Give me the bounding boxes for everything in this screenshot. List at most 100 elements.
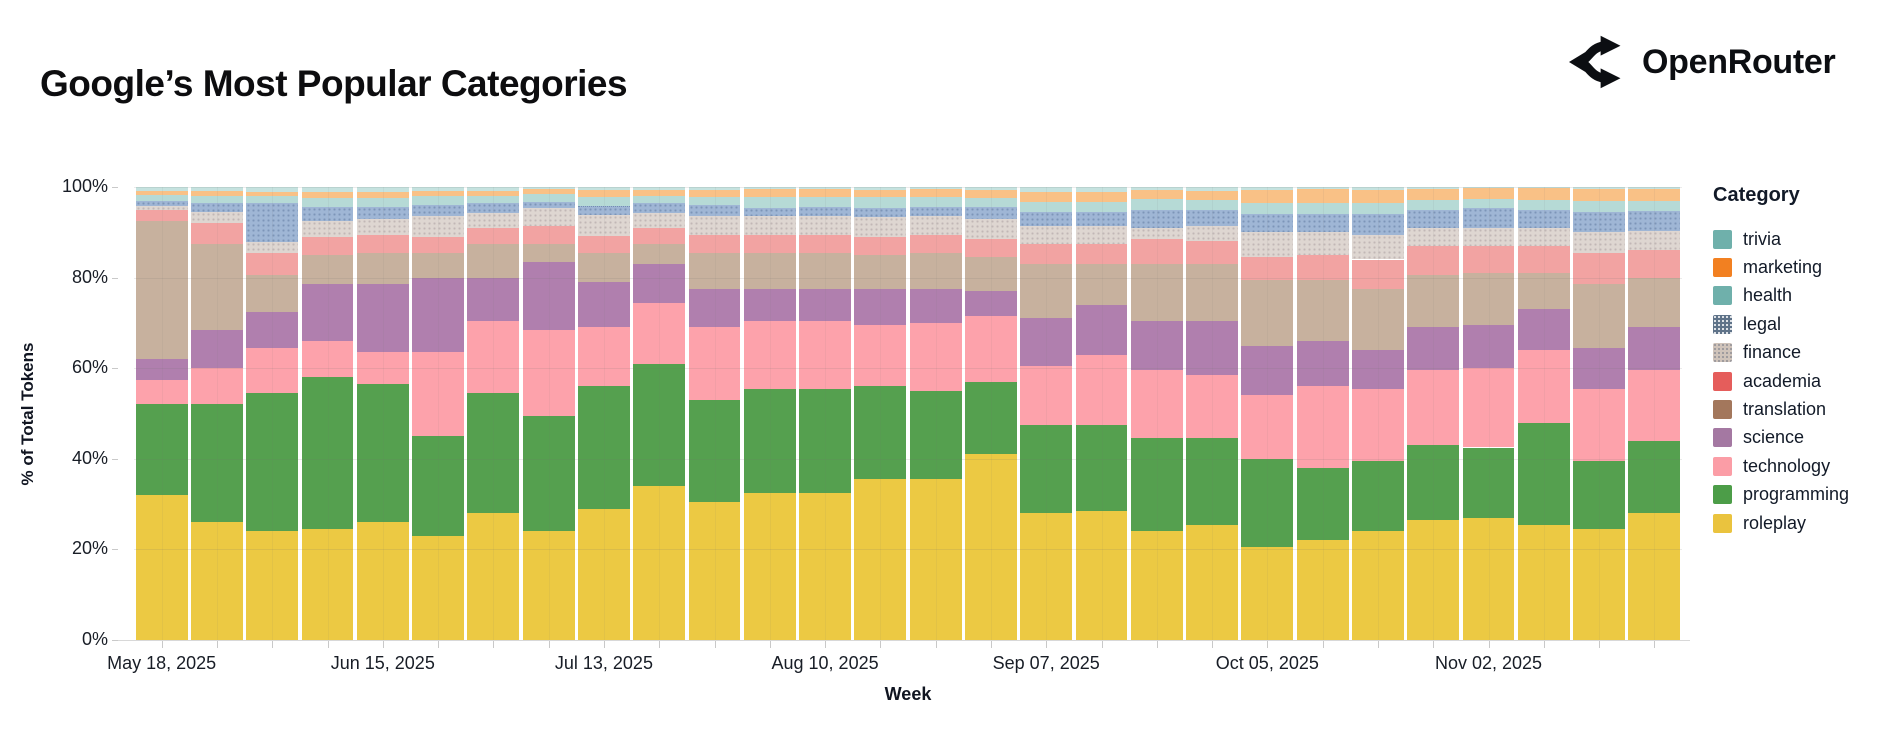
bar-segment-technology[interactable]: [1130, 370, 1183, 439]
bar-segment-science[interactable]: [1517, 309, 1570, 351]
bar-segment-translation[interactable]: [1462, 273, 1515, 326]
bar-segment-programming[interactable]: [1186, 438, 1238, 525]
bar-segment-trivia[interactable]: [246, 187, 299, 192]
bar-segment-programming[interactable]: [1517, 422, 1570, 525]
bar-segment-finance[interactable]: [1075, 224, 1128, 244]
bar-segment-health[interactable]: [577, 197, 630, 207]
bar-segment-marketing[interactable]: [743, 189, 796, 198]
bar-segment-technology[interactable]: [1075, 354, 1128, 425]
bar-segment-technology[interactable]: [246, 347, 299, 394]
legend-item-roleplay[interactable]: roleplay: [1713, 509, 1849, 537]
bar-segment-trivia[interactable]: [577, 187, 630, 191]
bar-segment-academia[interactable]: [301, 236, 354, 255]
bar-segment-finance[interactable]: [1186, 224, 1238, 242]
bar-segment-legal[interactable]: [577, 205, 630, 216]
bar-segment-roleplay[interactable]: [1241, 547, 1294, 640]
bar-segment-programming[interactable]: [135, 404, 188, 496]
bar-segment-marketing[interactable]: [1186, 190, 1238, 200]
bar-segment-academia[interactable]: [1628, 250, 1681, 278]
bar-segment-technology[interactable]: [1517, 350, 1570, 423]
bar-segment-academia[interactable]: [1351, 259, 1404, 289]
bar-segment-health[interactable]: [909, 196, 962, 208]
bar-segment-roleplay[interactable]: [1573, 529, 1625, 640]
bar-segment-trivia[interactable]: [190, 187, 243, 191]
bar-segment-translation[interactable]: [1020, 264, 1073, 319]
bar-segment-translation[interactable]: [1186, 264, 1238, 321]
bar-segment-marketing[interactable]: [135, 190, 188, 196]
legend-item-trivia[interactable]: trivia: [1713, 225, 1849, 253]
bar-segment-health[interactable]: [1407, 199, 1460, 210]
bar-segment-technology[interactable]: [1407, 370, 1460, 446]
bar-segment-legal[interactable]: [1407, 208, 1460, 228]
bar-segment-academia[interactable]: [577, 235, 630, 253]
bar-segment-translation[interactable]: [467, 243, 520, 278]
bar-segment-academia[interactable]: [799, 235, 851, 254]
bar-segment-roleplay[interactable]: [1628, 513, 1681, 640]
bar-segment-academia[interactable]: [1517, 245, 1570, 274]
bar-segment-programming[interactable]: [1351, 461, 1404, 532]
bar-segment-science[interactable]: [522, 261, 575, 330]
bar-segment-translation[interactable]: [633, 243, 686, 265]
bar-segment-technology[interactable]: [522, 329, 575, 416]
bar-segment-science[interactable]: [1628, 327, 1681, 371]
bar-segment-finance[interactable]: [1517, 226, 1570, 246]
bar-segment-finance[interactable]: [1296, 231, 1349, 255]
bar-segment-translation[interactable]: [577, 252, 630, 283]
bar-segment-legal[interactable]: [1628, 210, 1681, 231]
bar-segment-academia[interactable]: [1407, 245, 1460, 276]
bar-segment-academia[interactable]: [909, 234, 962, 253]
bar-segment-health[interactable]: [1462, 199, 1515, 209]
bar-segment-finance[interactable]: [246, 241, 299, 253]
bar-segment-academia[interactable]: [246, 252, 299, 276]
bar-segment-finance[interactable]: [190, 210, 243, 224]
bar-segment-roleplay[interactable]: [854, 479, 907, 640]
bar-segment-technology[interactable]: [1462, 368, 1515, 448]
bar-segment-academia[interactable]: [412, 236, 464, 253]
bar-segment-finance[interactable]: [522, 207, 575, 226]
bar-segment-translation[interactable]: [1075, 264, 1128, 305]
bar-segment-technology[interactable]: [909, 322, 962, 391]
bar-segment-programming[interactable]: [301, 377, 354, 530]
bar-segment-technology[interactable]: [467, 320, 520, 394]
bar-segment-legal[interactable]: [467, 202, 520, 213]
bar-segment-programming[interactable]: [1407, 445, 1460, 520]
bar-segment-health[interactable]: [1517, 199, 1570, 210]
bar-segment-technology[interactable]: [190, 368, 243, 405]
bar-segment-marketing[interactable]: [799, 189, 851, 198]
bar-segment-programming[interactable]: [522, 415, 575, 532]
bar-segment-programming[interactable]: [1296, 467, 1349, 541]
bar-segment-roleplay[interactable]: [688, 501, 741, 640]
bar-segment-roleplay[interactable]: [356, 522, 409, 640]
bar-segment-health[interactable]: [301, 198, 354, 208]
legend-item-health[interactable]: health: [1713, 282, 1849, 310]
bar-segment-academia[interactable]: [1186, 241, 1238, 265]
bar-segment-programming[interactable]: [467, 393, 520, 514]
bar-segment-health[interactable]: [467, 196, 520, 204]
bar-segment-trivia[interactable]: [1296, 187, 1349, 190]
bar-segment-programming[interactable]: [577, 386, 630, 509]
bar-segment-legal[interactable]: [799, 206, 851, 217]
bar-segment-marketing[interactable]: [1462, 188, 1515, 200]
bar-segment-translation[interactable]: [522, 243, 575, 262]
bar-segment-marketing[interactable]: [190, 190, 243, 197]
bar-segment-roleplay[interactable]: [467, 513, 520, 640]
bar-segment-roleplay[interactable]: [1130, 531, 1183, 640]
bar-segment-legal[interactable]: [1186, 208, 1238, 226]
bar-segment-programming[interactable]: [909, 390, 962, 480]
bar-segment-health[interactable]: [135, 195, 188, 201]
bar-segment-marketing[interactable]: [1351, 190, 1404, 203]
bar-segment-science[interactable]: [301, 284, 354, 342]
bar-segment-roleplay[interactable]: [522, 531, 575, 640]
bar-segment-marketing[interactable]: [909, 189, 962, 197]
bar-segment-legal[interactable]: [688, 204, 741, 217]
bar-segment-legal[interactable]: [909, 206, 962, 217]
bar-segment-programming[interactable]: [964, 381, 1017, 455]
bar-segment-legal[interactable]: [246, 201, 299, 243]
bar-segment-science[interactable]: [190, 329, 243, 369]
bar-segment-finance[interactable]: [467, 211, 520, 228]
legend-item-technology[interactable]: technology: [1713, 452, 1849, 480]
bar-segment-trivia[interactable]: [1573, 187, 1625, 190]
bar-segment-science[interactable]: [909, 288, 962, 323]
bar-segment-legal[interactable]: [1296, 213, 1349, 233]
legend-item-legal[interactable]: legal: [1713, 310, 1849, 338]
